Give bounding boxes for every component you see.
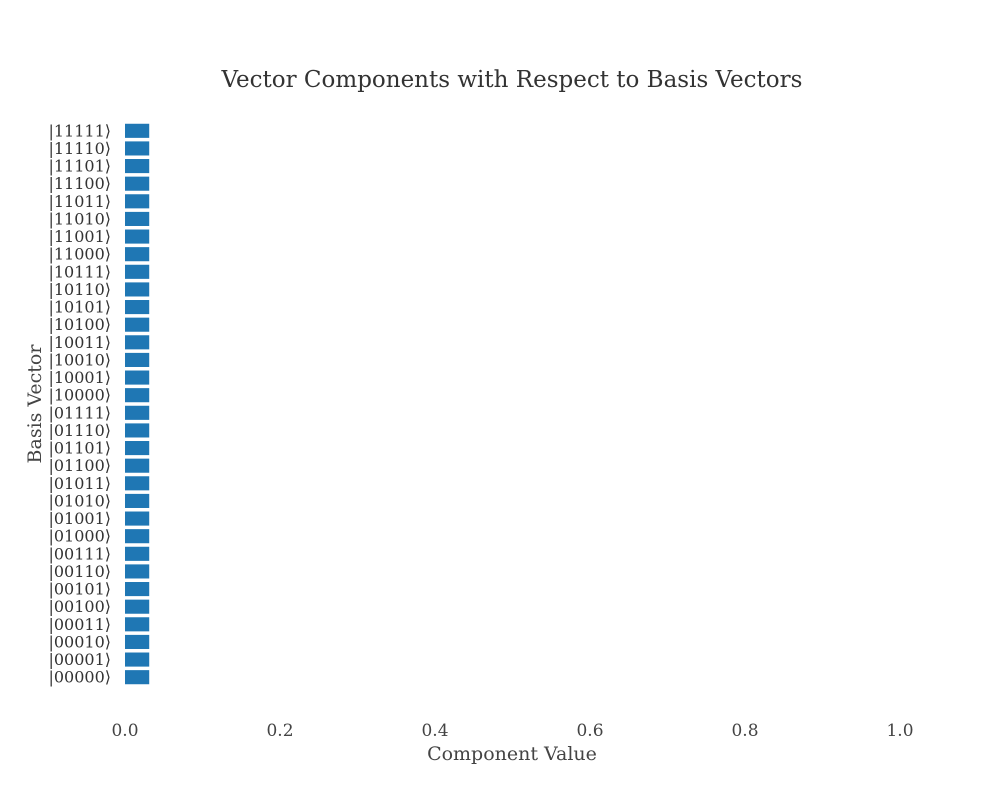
y-tick-label: |10111⟩	[48, 262, 111, 281]
bar	[125, 247, 150, 262]
bar	[125, 352, 150, 367]
y-tick-label: |01000⟩	[48, 527, 111, 546]
y-tick-label: |01001⟩	[48, 509, 111, 528]
x-tick-label: 0.2	[266, 721, 293, 741]
bar	[125, 300, 150, 315]
x-tick-label: 1.0	[886, 721, 913, 741]
x-tick-label: 0.8	[731, 721, 758, 741]
y-tick-label: |00110⟩	[48, 562, 111, 581]
x-tick-labels: 0.0 0.2 0.4 0.6 0.8 1.0	[111, 721, 913, 741]
bar	[125, 229, 150, 244]
x-tick-label: 0.4	[421, 721, 448, 741]
y-tick-label: |10000⟩	[48, 386, 111, 405]
y-tick-label: |11011⟩	[48, 192, 111, 211]
bar	[125, 123, 150, 138]
y-tick-label: |00111⟩	[48, 544, 111, 563]
bar	[125, 546, 150, 561]
bar	[125, 211, 150, 226]
y-tick-label: |01100⟩	[48, 456, 111, 475]
bar	[125, 458, 150, 473]
y-tick-label: |01110⟩	[48, 421, 111, 440]
bar	[125, 176, 150, 191]
y-tick-labels: |00000⟩|00001⟩|00010⟩|00011⟩|00100⟩|0010…	[48, 121, 111, 686]
y-tick-label: |00000⟩	[48, 668, 111, 687]
chart-title: Vector Components with Respect to Basis …	[221, 67, 803, 93]
bar	[125, 441, 150, 456]
y-tick-label: |11111⟩	[48, 121, 111, 140]
y-tick-label: |10100⟩	[48, 315, 111, 334]
x-axis-label: Component Value	[427, 743, 597, 765]
bar	[125, 529, 150, 544]
y-axis-label: Basis Vector	[24, 344, 46, 464]
y-tick-label: |00101⟩	[48, 580, 111, 599]
bar	[125, 652, 150, 667]
y-tick-label: |01101⟩	[48, 439, 111, 458]
y-tick-label: |11010⟩	[48, 209, 111, 228]
bar	[125, 194, 150, 209]
bar	[125, 617, 150, 632]
y-tick-label: |10011⟩	[48, 333, 111, 352]
bar	[125, 317, 150, 332]
y-tick-label: |10110⟩	[48, 280, 111, 299]
y-tick-label: |01111⟩	[48, 403, 111, 422]
y-tick-label: |11000⟩	[48, 245, 111, 264]
y-tick-label: |11001⟩	[48, 227, 111, 246]
y-tick-label: |11110⟩	[48, 139, 111, 158]
bar	[125, 599, 150, 614]
bar	[125, 370, 150, 385]
bar	[125, 264, 150, 279]
y-tick-label: |00011⟩	[48, 615, 111, 634]
x-tick-label: 0.6	[576, 721, 603, 741]
y-tick-label: |01010⟩	[48, 491, 111, 510]
y-tick-label: |01011⟩	[48, 474, 111, 493]
bar	[125, 670, 150, 685]
bar	[125, 335, 150, 350]
y-tick-label: |10101⟩	[48, 298, 111, 317]
y-tick-label: |10001⟩	[48, 368, 111, 387]
y-tick-label: |00010⟩	[48, 632, 111, 651]
x-tick-label: 0.0	[111, 721, 138, 741]
bar	[125, 634, 150, 649]
bar	[125, 141, 150, 156]
y-tick-label: |11101⟩	[48, 157, 111, 176]
bar	[125, 476, 150, 491]
y-tick-label: |11100⟩	[48, 174, 111, 193]
y-tick-label: |00100⟩	[48, 597, 111, 616]
bar	[125, 582, 150, 597]
bar	[125, 423, 150, 438]
bar	[125, 493, 150, 508]
y-tick-label: |00001⟩	[48, 650, 111, 669]
bar	[125, 564, 150, 579]
bar	[125, 159, 150, 174]
bar	[125, 282, 150, 297]
bar	[125, 388, 150, 403]
bar	[125, 405, 150, 420]
y-tick-label: |10010⟩	[48, 350, 111, 369]
bar	[125, 511, 150, 526]
bar-group	[125, 123, 150, 685]
